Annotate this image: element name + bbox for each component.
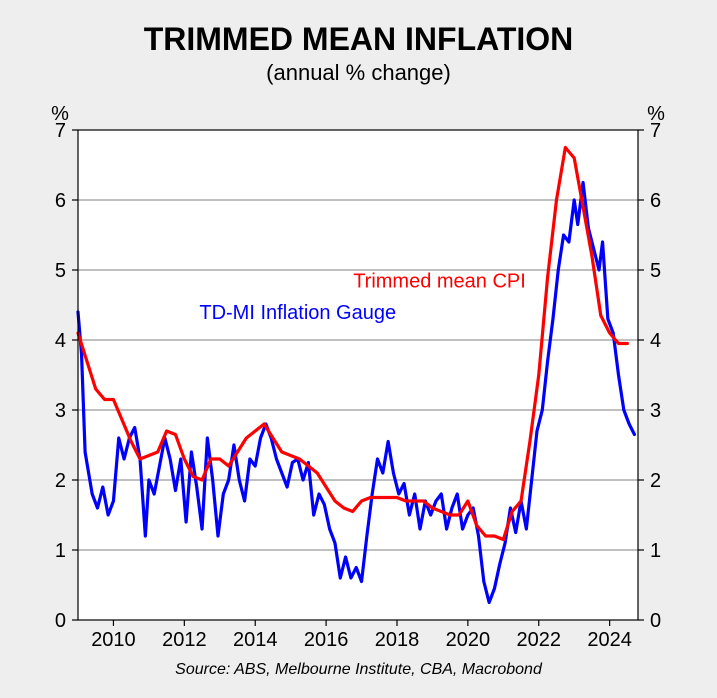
y-tick-label-right: 0 [650, 610, 661, 632]
y-tick-label-right: 6 [650, 190, 661, 212]
chart-svg: 0011223344556677201020122014201620182020… [0, 0, 717, 698]
y-tick-label-right: 4 [650, 330, 661, 352]
source-text: Source: ABS, Melbourne Institute, CBA, M… [175, 661, 543, 678]
x-tick-label: 2022 [517, 629, 562, 651]
y-tick-label-left: 0 [55, 610, 66, 632]
chart-title: TRIMMED MEAN INFLATION [144, 21, 574, 57]
y-tick-label-left: 2 [55, 470, 66, 492]
series-label-tdmi: TD-MI Inflation Gauge [199, 302, 396, 324]
y-tick-label-right: 3 [650, 400, 661, 422]
y-tick-label-right: 1 [650, 540, 661, 562]
inflation-chart: 0011223344556677201020122014201620182020… [0, 0, 717, 698]
y-tick-label-left: 1 [55, 540, 66, 562]
x-tick-label: 2016 [304, 629, 349, 651]
y-tick-label-left: 4 [55, 330, 66, 352]
x-tick-label: 2012 [162, 629, 207, 651]
x-tick-label: 2014 [233, 629, 278, 651]
y-tick-label-left: 3 [55, 400, 66, 422]
y-tick-label-right: 2 [650, 470, 661, 492]
chart-subtitle: (annual % change) [266, 60, 451, 85]
plot-area [78, 130, 638, 620]
x-tick-label: 2010 [91, 629, 136, 651]
y-tick-label-right: 5 [650, 260, 661, 282]
x-tick-label: 2024 [587, 629, 632, 651]
y-unit-left: % [51, 103, 69, 125]
y-tick-label-left: 6 [55, 190, 66, 212]
x-tick-label: 2020 [446, 629, 491, 651]
x-tick-label: 2018 [375, 629, 420, 651]
y-unit-right: % [647, 103, 665, 125]
series-label-cpi: Trimmed mean CPI [353, 271, 526, 293]
y-tick-label-left: 5 [55, 260, 66, 282]
